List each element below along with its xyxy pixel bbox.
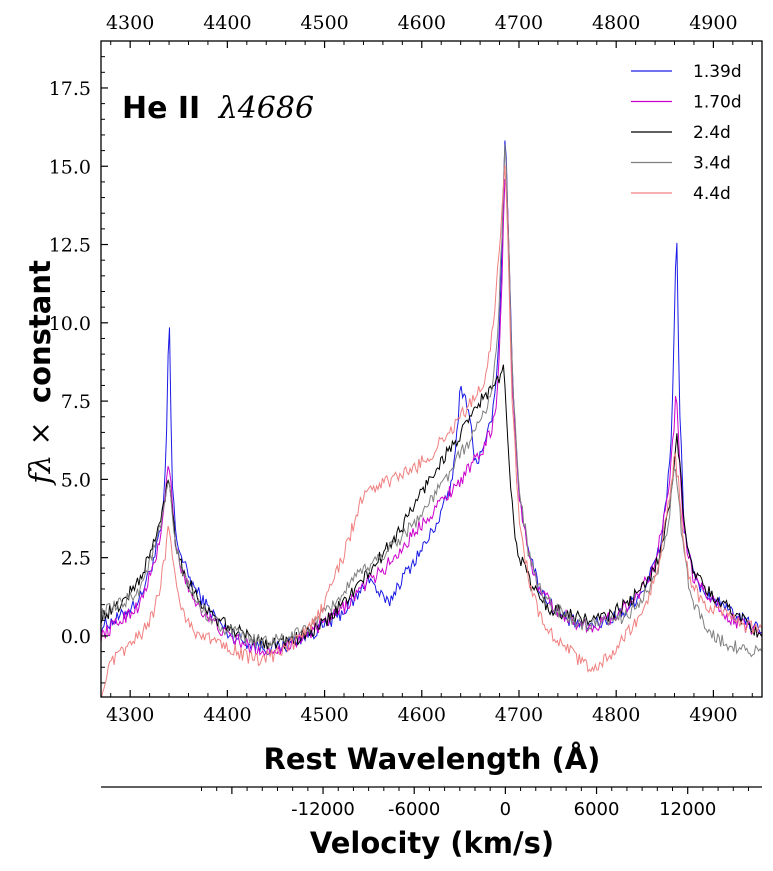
x-tick-label: 4600 [398,704,446,726]
velocity-tick-label: -6000 [388,799,440,820]
x-tick-label: 4300 [106,704,154,726]
velocity-tick-label: 0 [500,799,511,820]
x-axis-title: Rest Wavelength (Å) [264,742,601,776]
line-title: He II λ4686 [122,91,314,126]
x-top-tick-label: 4600 [398,12,446,34]
legend-label-2.4d: 2.4d [693,123,731,143]
y-tick-label: 12.5 [49,235,91,257]
legend-label-1.39d: 1.39d [693,62,742,82]
y-axis-title-text: constant [23,260,57,403]
x-top-tick-label: 4400 [203,12,251,34]
legend: 1.39d 1.70d 2.4d 3.4d 4.4d [631,62,742,204]
velocity-axis-title: Velocity (km/s) [310,826,554,860]
y-tick-label: 10.0 [49,313,91,335]
legend-label-1.70d: 1.70d [693,93,742,113]
y-tick-label: 17.5 [49,78,91,100]
axis-tick-labels: 4300 4300 4400 4400 4500 4500 4600 4600 4700 4700… [49,12,738,726]
x-tick-label: 4700 [495,704,543,726]
y-tick-label: 5.0 [61,469,91,491]
series-line-1.70d [101,178,762,657]
series-line-3.4d [101,144,762,658]
x-top-tick-label: 4500 [300,12,348,34]
x-top-tick-label: 4300 [106,12,154,34]
x-tick-label: 4500 [300,704,348,726]
velocity-tick-label: -12000 [291,799,355,820]
plot-lines [101,140,762,697]
x-tick-label: 4800 [592,704,640,726]
legend-label-4.4d: 4.4d [693,184,731,204]
x-tick-label: 4400 [203,704,251,726]
series-line-4.4d [101,165,762,697]
x-tick-label: 4900 [689,704,737,726]
axis-ticks [101,41,753,697]
series-line-2.4d [101,364,762,650]
x-top-tick-label: 4900 [689,12,737,34]
line-title-wavelength: λ4686 [218,91,314,126]
y-tick-label: 15.0 [49,156,91,178]
x-top-tick-label: 4700 [495,12,543,34]
velocity-axis-ticks: -12000 -6000 0 6000 12000 [200,787,749,820]
y-tick-label: 0.0 [61,626,91,648]
line-title-name: He II [122,91,200,126]
velocity-tick-label: 12000 [659,799,716,820]
y-axis-title: fλ × constant [23,260,57,486]
plot-frame [100,40,763,698]
x-top-tick-label: 4800 [592,12,640,34]
series-line-1.39d [101,140,762,656]
y-tick-label: 2.5 [61,548,91,570]
y-axis-title-math: fλ × [23,421,57,486]
legend-label-3.4d: 3.4d [693,154,731,174]
velocity-tick-label: 6000 [574,799,620,820]
y-tick-label: 7.5 [61,391,91,413]
